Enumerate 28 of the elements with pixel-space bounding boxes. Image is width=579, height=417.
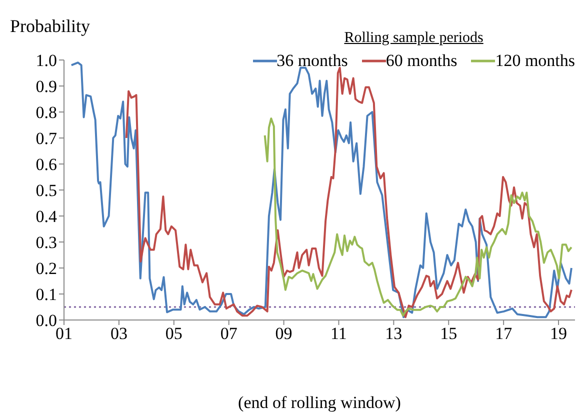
y-tick-label: 0.4 <box>36 207 58 226</box>
x-tick-label: 15 <box>440 324 458 344</box>
x-tick-label: 13 <box>385 324 402 344</box>
y-tick-label: 1.0 <box>36 51 57 70</box>
x-tick-label: 05 <box>165 324 182 344</box>
x-tick-label: 17 <box>495 324 513 344</box>
y-tick-label: 0.7 <box>36 129 58 148</box>
x-tick-label: 01 <box>56 324 72 344</box>
y-tick-label: 0.6 <box>36 155 57 174</box>
x-tick-label: 19 <box>550 324 568 344</box>
y-tick-label: 0.3 <box>36 233 57 252</box>
y-tick-label: 0.9 <box>36 77 57 96</box>
x-axis-title: (end of rolling window) <box>237 393 402 413</box>
y-tick-label: 0.5 <box>36 181 57 200</box>
legend-label: 36 months <box>276 51 348 71</box>
line-series <box>264 118 572 317</box>
x-tick-label: 03 <box>110 324 128 344</box>
y-tick-label: 0.1 <box>36 285 57 304</box>
y-tick-label: 0.8 <box>36 103 57 122</box>
y-axis-title: Probability <box>10 16 90 37</box>
legend-label: 60 months <box>386 51 458 71</box>
x-tick-label: 09 <box>275 324 292 344</box>
x-tick-label: 07 <box>220 324 238 344</box>
legend-label: 120 months <box>495 51 575 71</box>
y-tick-label: 0.2 <box>36 259 57 278</box>
y-tick-label: 0.0 <box>36 311 57 330</box>
legend-title: Rolling sample periods <box>343 30 484 47</box>
x-tick-label: 11 <box>330 324 347 344</box>
